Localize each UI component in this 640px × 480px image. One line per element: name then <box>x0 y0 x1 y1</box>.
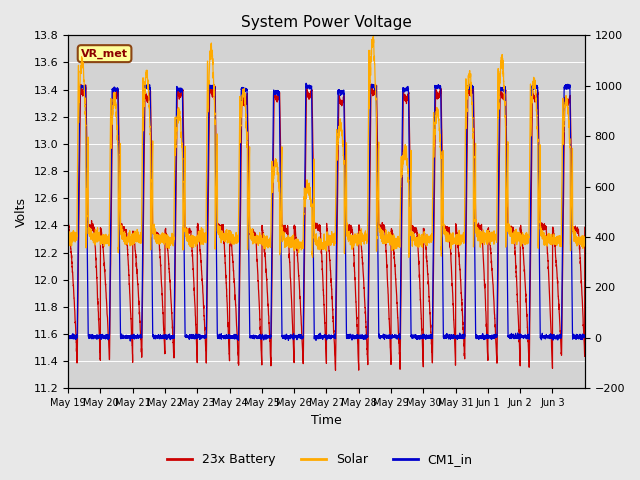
CM1_in <box>64 333 72 338</box>
Solar <box>64 232 72 238</box>
Solar <box>346 228 353 234</box>
23x Battery <box>332 367 339 373</box>
CM1_in <box>373 183 381 189</box>
Solar <box>507 230 515 236</box>
Line: Solar: Solar <box>68 35 585 257</box>
Solar <box>581 234 589 240</box>
Line: 23x Battery: 23x Battery <box>68 84 585 370</box>
23x Battery <box>172 257 179 263</box>
23x Battery <box>64 222 72 228</box>
Solar <box>369 32 377 38</box>
Solar <box>468 101 476 107</box>
Solar <box>308 254 316 260</box>
Y-axis label: Volts: Volts <box>15 197 28 227</box>
Solar <box>493 147 501 153</box>
CM1_in <box>127 338 134 344</box>
CM1_in <box>468 85 476 91</box>
CM1_in <box>493 290 501 296</box>
23x Battery <box>493 319 501 325</box>
23x Battery <box>346 229 353 235</box>
23x Battery <box>507 226 515 232</box>
Title: System Power Voltage: System Power Voltage <box>241 15 412 30</box>
23x Battery <box>367 81 375 87</box>
Solar <box>172 114 179 120</box>
Solar <box>373 209 381 215</box>
23x Battery <box>468 85 476 91</box>
23x Battery <box>373 126 381 132</box>
Legend: 23x Battery, Solar, CM1_in: 23x Battery, Solar, CM1_in <box>163 448 477 471</box>
CM1_in <box>172 209 179 215</box>
Line: CM1_in: CM1_in <box>68 83 585 341</box>
CM1_in <box>302 80 310 86</box>
23x Battery <box>581 225 589 230</box>
CM1_in <box>507 333 515 339</box>
CM1_in <box>346 335 353 340</box>
X-axis label: Time: Time <box>311 414 342 427</box>
Text: VR_met: VR_met <box>81 48 128 59</box>
CM1_in <box>581 333 589 339</box>
